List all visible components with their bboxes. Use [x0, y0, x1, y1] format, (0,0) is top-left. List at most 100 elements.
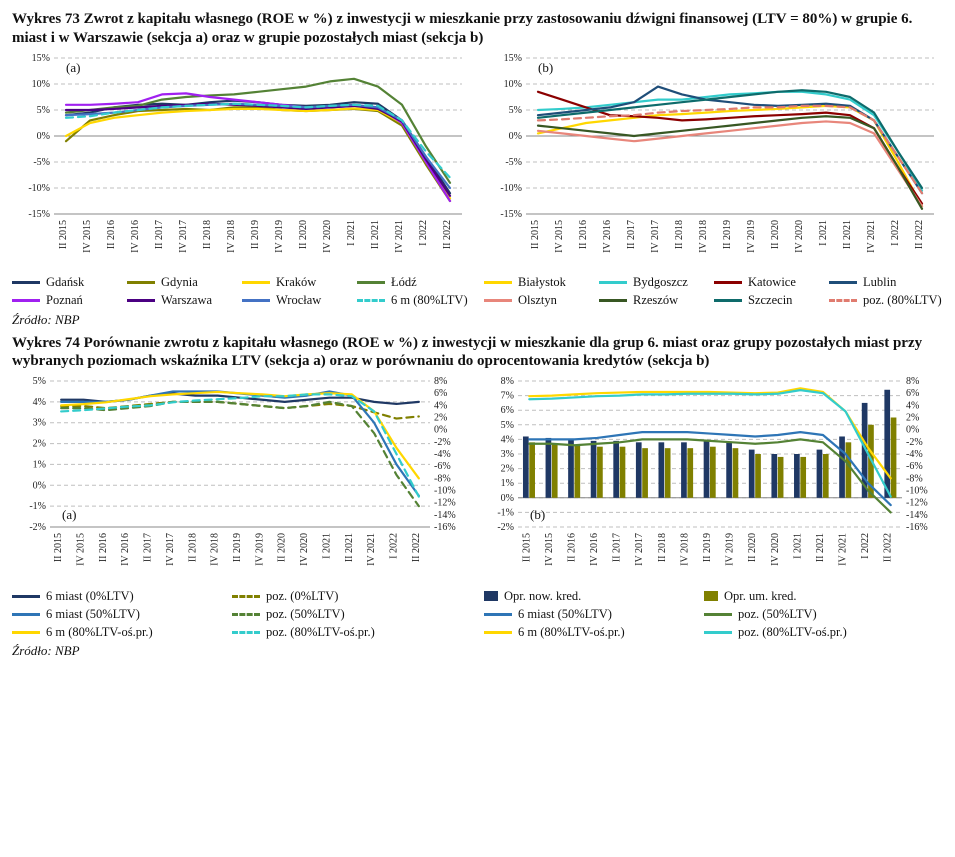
- legend-item-opr-now: Opr. now. kred.: [484, 589, 704, 604]
- svg-text:II 2016: II 2016: [106, 220, 117, 249]
- legend-swatch: [484, 613, 512, 616]
- svg-text:II 2020: II 2020: [770, 220, 781, 249]
- svg-text:II 2020: II 2020: [277, 533, 288, 562]
- svg-text:IV 2021: IV 2021: [394, 220, 405, 253]
- svg-text:II 2018: II 2018: [202, 220, 213, 249]
- fig74-chart-b: -2%-1%0%1%2%3%4%5%6%7%8%-16%-14%-12%-10%…: [484, 375, 944, 585]
- svg-text:2%: 2%: [33, 439, 46, 450]
- fig73-title: Wykres 73 Zwrot z kapitału własnego (ROE…: [12, 10, 943, 48]
- legend-label: Poznań: [46, 293, 83, 308]
- svg-text:II 2022: II 2022: [442, 220, 453, 249]
- legend-label: Opr. um. kred.: [724, 589, 797, 604]
- svg-text:IV 2016: IV 2016: [589, 533, 600, 566]
- legend-item-6m-0ltv: 6 miast (0%LTV): [12, 589, 232, 604]
- fig74-panel-b: -2%-1%0%1%2%3%4%5%6%7%8%-16%-14%-12%-10%…: [484, 375, 944, 641]
- legend-item-6m-50ltv: 6 miast (50%LTV): [484, 607, 704, 622]
- legend-swatch: [12, 299, 40, 302]
- legend-item-6m-80ltv-r: 6 m (80%LTV-oś.pr.): [484, 625, 704, 640]
- svg-text:(a): (a): [66, 60, 80, 75]
- svg-text:3%: 3%: [501, 449, 514, 460]
- svg-text:6%: 6%: [434, 388, 447, 399]
- svg-text:-2%: -2%: [906, 437, 923, 448]
- legend-swatch: [12, 613, 40, 616]
- fig74-chart-a: -2%-1%0%1%2%3%4%5%-16%-14%-12%-10%-8%-6%…: [12, 375, 472, 585]
- legend-label: Szczecin: [748, 293, 792, 308]
- legend-swatch: [12, 281, 40, 284]
- svg-text:II 2018: II 2018: [674, 220, 685, 249]
- svg-text:15%: 15%: [504, 53, 522, 64]
- svg-text:I 2022: I 2022: [418, 220, 429, 246]
- svg-text:IV 2021: IV 2021: [366, 533, 377, 566]
- legend-label: poz. (50%LTV): [266, 607, 345, 622]
- svg-text:IV 2018: IV 2018: [210, 533, 221, 566]
- svg-text:IV 2015: IV 2015: [76, 533, 87, 566]
- legend-item-Kraków: Kraków: [242, 275, 357, 290]
- legend-swatch: [242, 299, 270, 302]
- svg-text:-5%: -5%: [33, 157, 50, 168]
- legend-item-Warszawa: Warszawa: [127, 293, 242, 308]
- svg-text:I 2022: I 2022: [388, 533, 399, 559]
- fig73-panels: -15%-10%-5%0%5%10%15%II 2015IV 2015II 20…: [12, 52, 943, 310]
- legend-swatch: [704, 631, 732, 634]
- svg-text:15%: 15%: [32, 53, 50, 64]
- svg-text:II 2019: II 2019: [232, 533, 243, 562]
- legend-label: 6 miast (50%LTV): [46, 607, 140, 622]
- svg-text:8%: 8%: [501, 376, 514, 387]
- svg-text:II 2020: II 2020: [298, 220, 309, 249]
- legend-label: Rzeszów: [633, 293, 678, 308]
- legend-swatch: [242, 281, 270, 284]
- svg-text:II 2021: II 2021: [370, 220, 381, 249]
- svg-text:II 2019: II 2019: [250, 220, 261, 249]
- fig73-chart-b: -15%-10%-5%0%5%10%15%II 2015IV 2015II 20…: [484, 52, 944, 272]
- svg-text:2%: 2%: [906, 413, 919, 424]
- svg-text:I 2022: I 2022: [860, 533, 871, 559]
- svg-text:-14%: -14%: [906, 510, 928, 521]
- svg-text:-15%: -15%: [28, 209, 50, 220]
- svg-text:5%: 5%: [501, 420, 514, 431]
- svg-text:IV 2016: IV 2016: [120, 533, 131, 566]
- svg-text:II 2015: II 2015: [58, 220, 69, 249]
- svg-text:I 2021: I 2021: [818, 220, 829, 246]
- svg-text:-1%: -1%: [29, 501, 46, 512]
- svg-text:IV 2020: IV 2020: [770, 533, 781, 566]
- legend-swatch: [232, 631, 260, 634]
- legend-label: Lublin: [863, 275, 896, 290]
- fig73-panel-a: -15%-10%-5%0%5%10%15%II 2015IV 2015II 20…: [12, 52, 472, 310]
- svg-text:3%: 3%: [33, 418, 46, 429]
- svg-text:-10%: -10%: [434, 486, 456, 497]
- legend-label: 6 m (80%LTV-oś.pr.): [518, 625, 625, 640]
- svg-text:-15%: -15%: [500, 209, 522, 220]
- svg-text:-4%: -4%: [906, 449, 923, 460]
- svg-text:-12%: -12%: [906, 498, 928, 509]
- svg-text:IV 2015: IV 2015: [82, 220, 93, 253]
- legend-item-poz-50ltv: poz. (50%LTV): [704, 607, 924, 622]
- svg-text:(b): (b): [530, 507, 545, 522]
- svg-text:-1%: -1%: [497, 507, 514, 518]
- svg-text:-12%: -12%: [434, 498, 456, 509]
- legend-item-Poznań: Poznań: [12, 293, 127, 308]
- svg-text:0%: 0%: [501, 493, 514, 504]
- svg-text:-4%: -4%: [434, 449, 451, 460]
- svg-text:0%: 0%: [434, 425, 447, 436]
- legend-label: 6 m (80%LTV-oś.pr.): [46, 625, 153, 640]
- svg-text:I 2021: I 2021: [792, 533, 803, 559]
- svg-text:IV 2018: IV 2018: [679, 533, 690, 566]
- svg-text:IV 2015: IV 2015: [554, 220, 565, 253]
- svg-text:II 2015: II 2015: [521, 533, 532, 562]
- svg-text:5%: 5%: [37, 105, 50, 116]
- svg-text:II 2016: II 2016: [566, 533, 577, 562]
- svg-text:-16%: -16%: [434, 522, 456, 533]
- svg-text:II 2021: II 2021: [344, 533, 355, 562]
- svg-text:II 2017: II 2017: [154, 220, 165, 249]
- svg-text:II 2022: II 2022: [411, 533, 422, 562]
- svg-text:-6%: -6%: [434, 461, 451, 472]
- svg-text:1%: 1%: [501, 478, 514, 489]
- svg-text:I 2021: I 2021: [321, 533, 332, 559]
- svg-text:0%: 0%: [33, 480, 46, 491]
- legend-item-opr-um: Opr. um. kred.: [704, 589, 924, 604]
- legend-label: poz. (0%LTV): [266, 589, 338, 604]
- fig73-source: Źródło: NBP: [12, 312, 943, 328]
- legend-label: poz. (80%LTV-oś.pr.): [266, 625, 375, 640]
- legend-item-Wrocław: Wrocław: [242, 293, 357, 308]
- legend-item-poz-0ltv: poz. (0%LTV): [232, 589, 452, 604]
